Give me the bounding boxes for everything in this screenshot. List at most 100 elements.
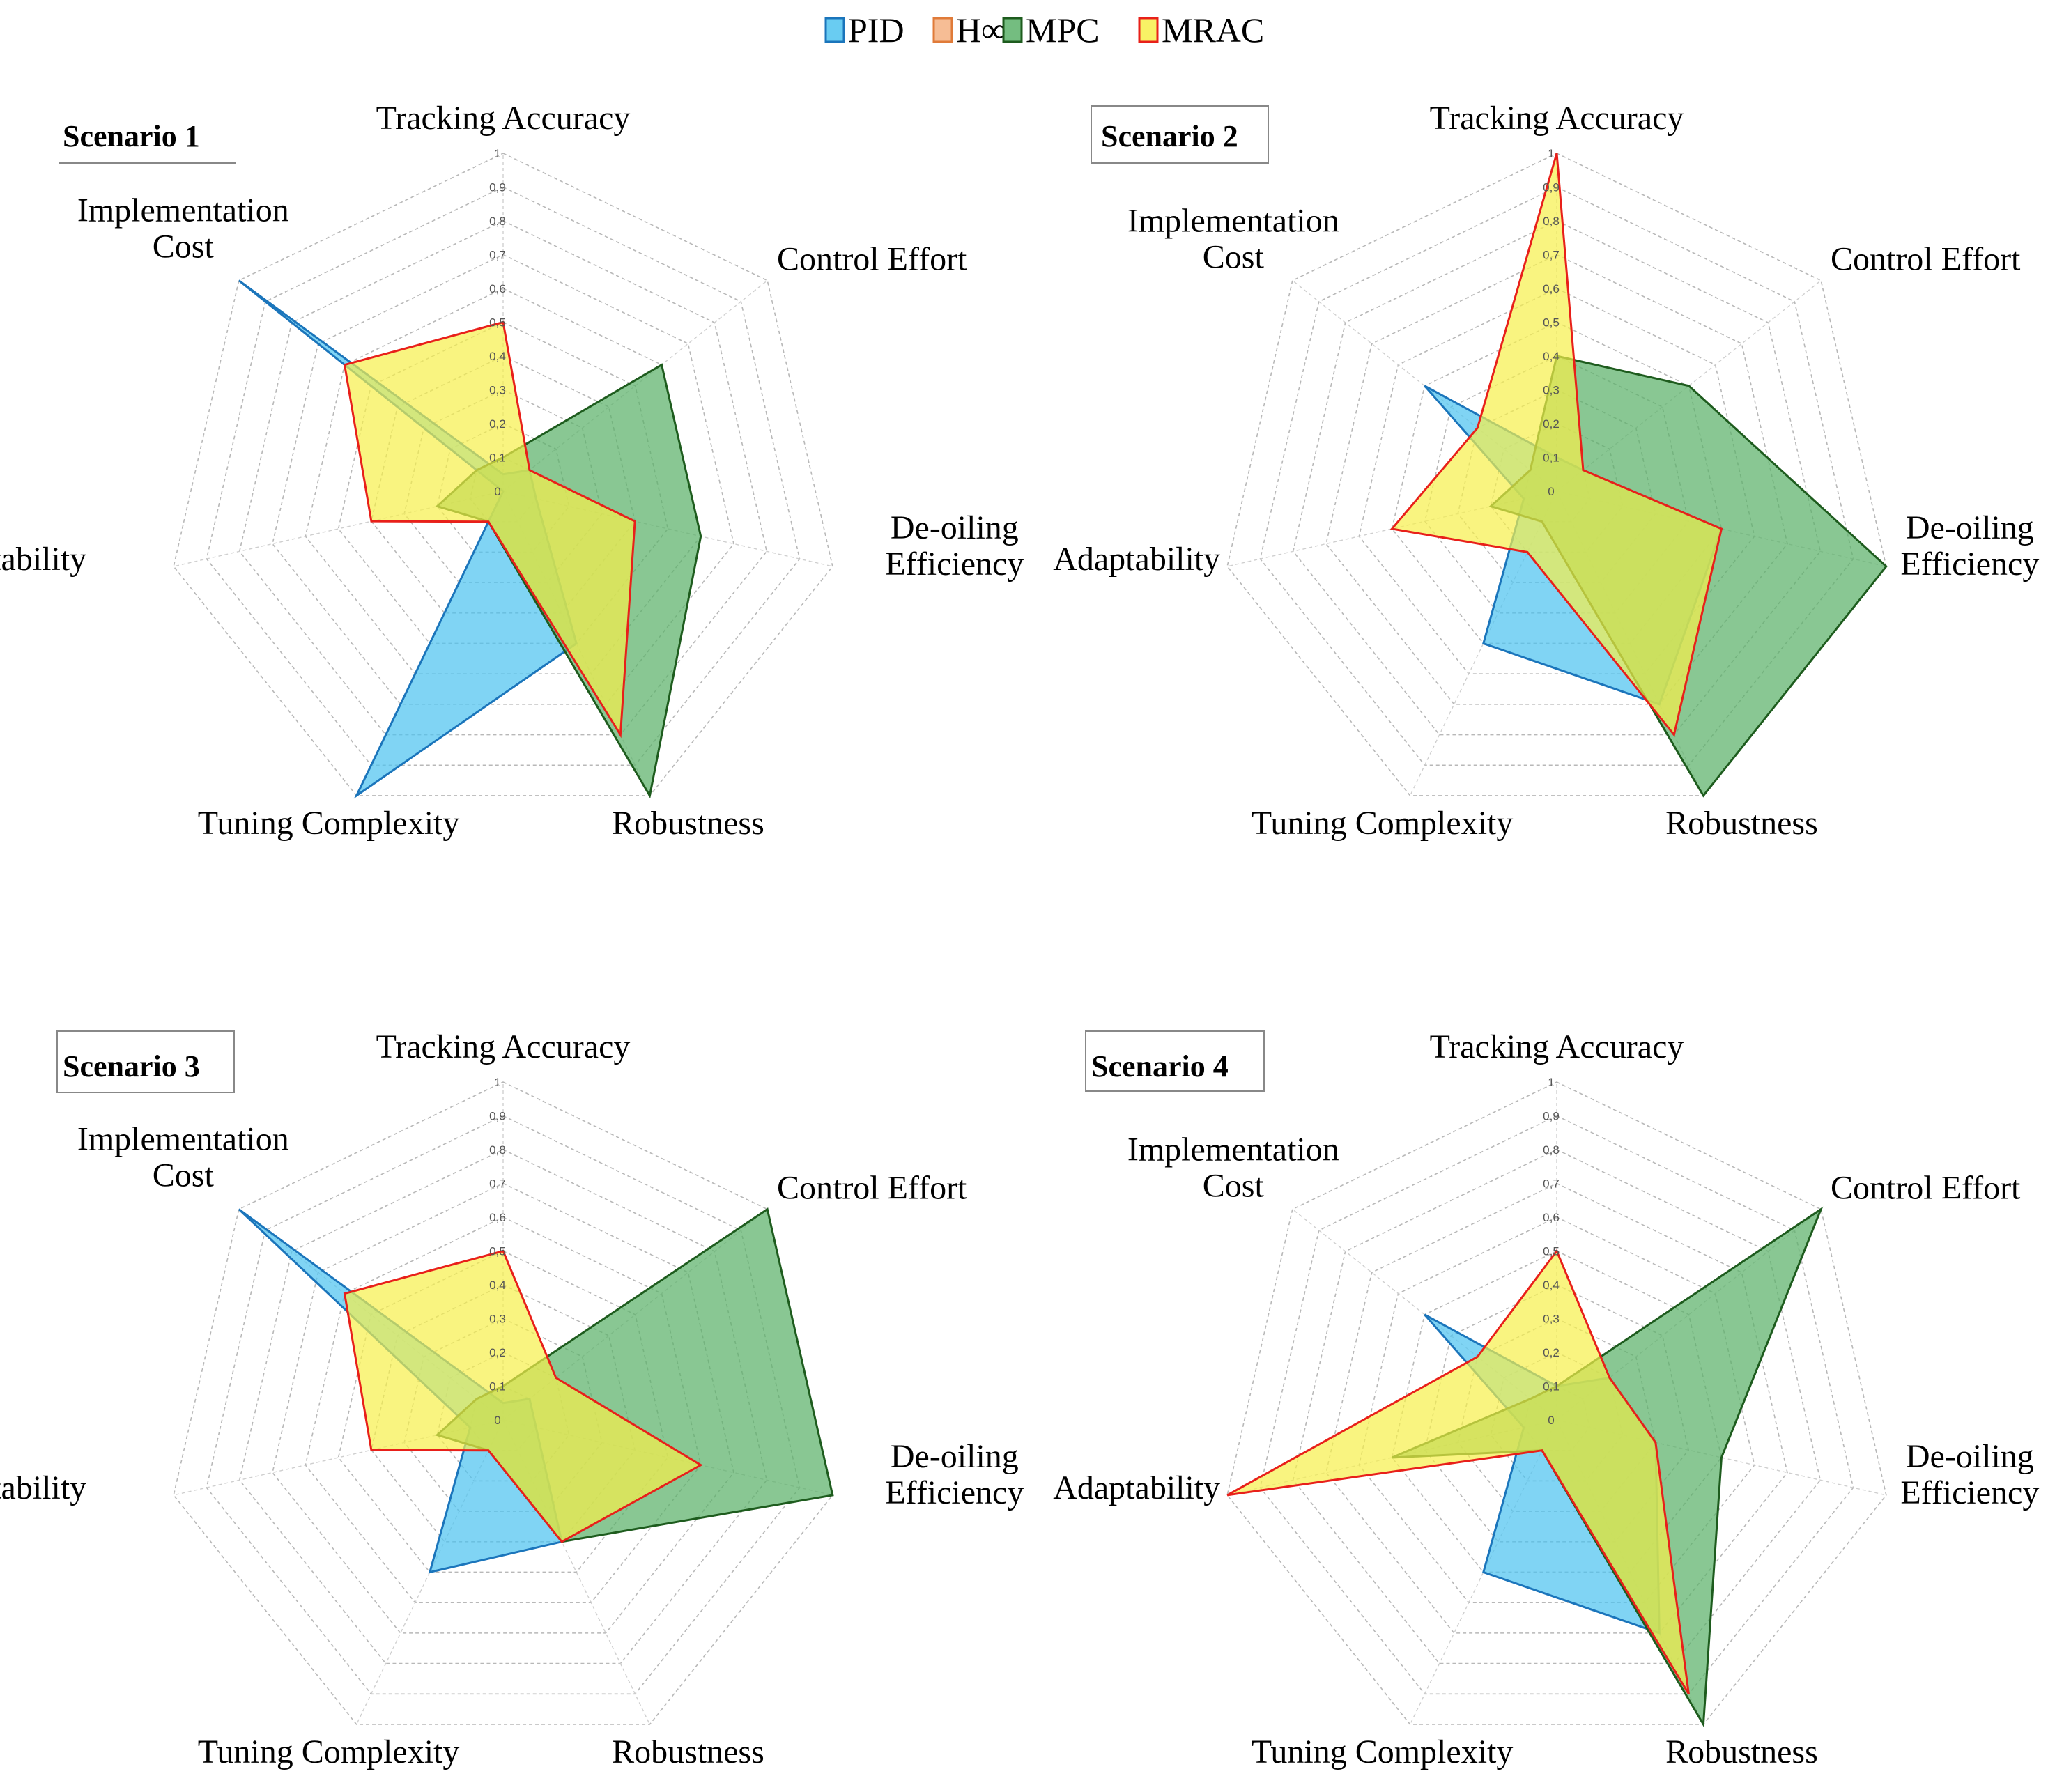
axis-label: Robustness <box>1665 1733 1818 1770</box>
axis-label: Cost <box>1203 1168 1265 1205</box>
tick-label: 0,2 <box>489 1346 506 1359</box>
tick-label: 0,1 <box>1543 1380 1560 1393</box>
tick-label: 0,5 <box>1543 316 1560 330</box>
grid-ring <box>1292 1149 1822 1664</box>
axis-label: Adaptability <box>0 1469 86 1506</box>
radar-chart-4: Scenario 4 0 0,1 0,2 0,3 0,4 0,5 0,6 0,7 0,8 0,9 1 T… <box>1053 1028 2039 1770</box>
tick-label: 0,4 <box>1543 1279 1560 1292</box>
radar-chart-1: Scenario 1 0 0,1 0,2 0,3 0,4 0,5 0,6 0,7 0,8 0,9 1 T… <box>0 100 1024 842</box>
axis-label: Robustness <box>612 1733 764 1770</box>
grid-ring <box>1259 1115 1854 1695</box>
legend-item-h: H∞ <box>932 10 1006 49</box>
radar-chart-3: Scenario 3 0 0,1 0,2 0,3 0,4 0,5 0,6 0,7 0,8 0,9 1 T… <box>0 1028 1024 1770</box>
grid-ring <box>206 186 801 766</box>
tick-label: 0,1 <box>489 1380 506 1393</box>
tick-label: 0,2 <box>1543 1346 1560 1359</box>
legend-swatch <box>1002 17 1023 43</box>
axis-label: Tuning Complexity <box>198 1733 460 1770</box>
tick-label: 0,2 <box>1543 417 1560 431</box>
tick-label: 0,7 <box>1543 1177 1560 1191</box>
axis-label: Tracking Accuracy <box>376 100 631 137</box>
tick-label: 0,4 <box>489 350 506 363</box>
grid-ring <box>1325 254 1788 705</box>
grid-ring <box>1259 186 1854 766</box>
tick-label: 0,9 <box>489 1110 506 1123</box>
axis-label: Efficiency <box>1900 546 2039 582</box>
axis-label: Tracking Accuracy <box>376 1028 631 1065</box>
tick-label: 1 <box>494 1076 500 1089</box>
tick-label: 1 <box>1548 1076 1554 1089</box>
axis-label: Adaptability <box>0 541 86 578</box>
tick-label: 0,6 <box>1543 282 1560 295</box>
legend-item-pid: PID <box>824 10 904 49</box>
legend-label: H∞ <box>956 10 1006 49</box>
tick-label: 0,4 <box>489 1279 506 1292</box>
axis-label: Efficiency <box>1900 1474 2039 1511</box>
tick-label: 0,8 <box>1543 215 1560 228</box>
tick-label: 0,7 <box>1543 249 1560 262</box>
tick-label: 0,6 <box>1543 1211 1560 1224</box>
axis-label: Tracking Accuracy <box>1430 100 1684 137</box>
series-area-mrac <box>1226 1249 1690 1695</box>
scenario-title: Scenario 3 <box>63 1049 200 1083</box>
tick-label: 0,3 <box>1543 1313 1560 1326</box>
tick-label: 1 <box>1548 147 1554 160</box>
tick-label: 0,7 <box>489 249 506 262</box>
tick-label: 0,3 <box>1543 384 1560 397</box>
legend-label: MPC <box>1026 10 1100 49</box>
tick-label: 0,6 <box>489 282 506 295</box>
radar-charts: Scenario 1 0 0,1 0,2 0,3 0,4 0,5 0,6 0,7 0,8 0,9 1 T… <box>0 100 2039 1770</box>
tick-label: 0,9 <box>1543 1110 1560 1123</box>
tick-label: 0 <box>1548 1414 1554 1427</box>
tick-label: 0,5 <box>1543 1245 1560 1258</box>
axis-label: Cost <box>1203 239 1265 276</box>
legend-swatch <box>1138 17 1159 43</box>
axis-label: De-oiling <box>891 509 1019 546</box>
tick-label: 0,5 <box>489 1245 506 1258</box>
axis-label: Control Effort <box>777 1170 967 1207</box>
grid-ring <box>1358 288 1755 674</box>
tick-label: 0,9 <box>1543 181 1560 194</box>
series-area-mrac <box>343 1249 703 1543</box>
axis-label: De-oiling <box>1906 1438 2034 1475</box>
tick-label: 0,9 <box>489 181 506 194</box>
tick-label: 0,3 <box>489 1313 506 1326</box>
axis-label: Adaptability <box>1053 541 1220 578</box>
axis-label: Adaptability <box>1053 1469 1220 1506</box>
grid-ring <box>305 1216 702 1603</box>
tick-label: 0,5 <box>489 316 506 330</box>
legend-swatch <box>824 17 845 43</box>
axis-label: Efficiency <box>885 1474 1024 1511</box>
grid-ring <box>1292 220 1822 736</box>
grid-ring <box>238 220 768 736</box>
scenario-title: Scenario 2 <box>1101 119 1238 153</box>
axis-label: Cost <box>153 1157 215 1194</box>
tick-label: 0 <box>494 1414 500 1427</box>
tick-label: 0,4 <box>1543 350 1560 363</box>
axis-label: Implementation <box>77 1121 289 1158</box>
grid-ring <box>238 1149 768 1664</box>
tick-label: 0 <box>1548 485 1554 498</box>
tick-label: 0,6 <box>489 1211 506 1224</box>
scenario-title-box <box>1085 1030 1265 1092</box>
scenario-title: Scenario 4 <box>1091 1049 1229 1083</box>
legend-item-mpc: MPC <box>1002 10 1100 49</box>
tick-label: 0,8 <box>489 215 506 228</box>
legend: PID H∞ MPC MRAC <box>824 10 1264 49</box>
tick-label: 0,1 <box>489 451 506 465</box>
scenario-title: Scenario 1 <box>63 119 200 153</box>
tick-label: 0,8 <box>1543 1143 1560 1157</box>
axis-label: Robustness <box>612 805 764 842</box>
axis-label: Tuning Complexity <box>1252 1733 1514 1770</box>
scenario-title-box <box>1091 105 1269 164</box>
axis-label: Tuning Complexity <box>1252 805 1514 842</box>
series-area-mrac <box>1389 153 1723 737</box>
axis-label: Implementation <box>77 192 289 229</box>
radar-chart-2: Scenario 2 0 0,1 0,2 0,3 0,4 0,5 0,6 0,7 0,8 0,9 1 T… <box>1053 100 2039 842</box>
legend-label: PID <box>848 10 904 49</box>
axis-label: Control Effort <box>1831 1170 2021 1207</box>
series-area-mrac <box>343 320 636 739</box>
axis-label: Robustness <box>1665 805 1818 842</box>
tick-label: 0,7 <box>489 1177 506 1191</box>
